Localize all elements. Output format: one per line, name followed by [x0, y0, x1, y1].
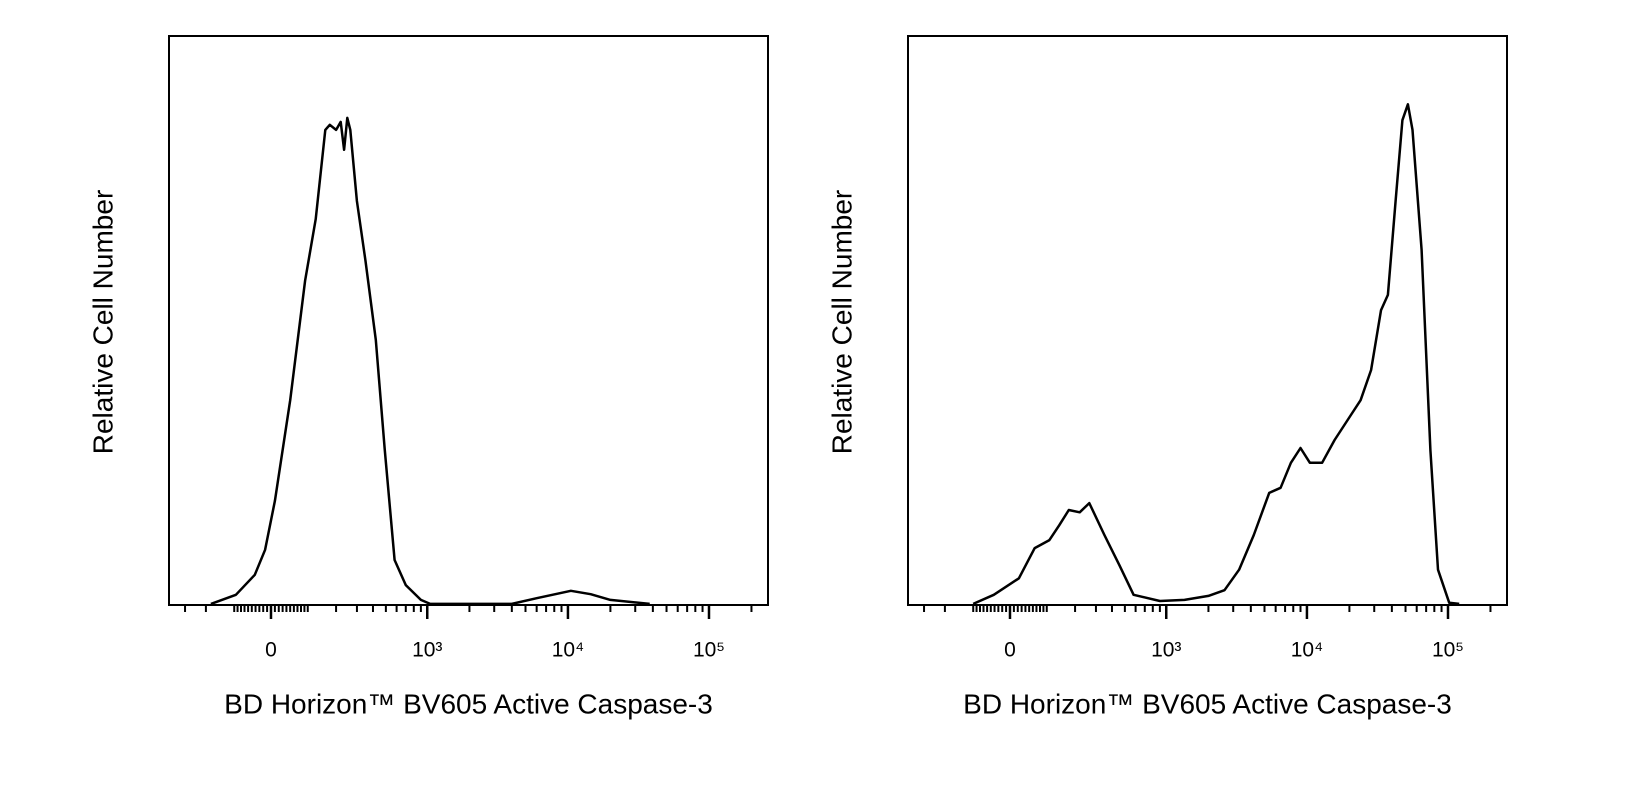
x-tick-label: 10⁴: [1291, 639, 1323, 662]
x-tick-label: 10⁵: [1432, 639, 1464, 662]
plot-frame: [907, 35, 1508, 606]
histogram-line: [210, 116, 650, 606]
x-tick-label: 10⁵: [693, 639, 725, 662]
x-tick-label: 10⁴: [552, 639, 584, 662]
plot-frame: [168, 35, 769, 606]
y-axis-title: Relative Cell Number: [87, 190, 118, 455]
histogram-line: [972, 103, 1460, 606]
x-tick-label: 0: [1004, 639, 1016, 662]
x-tick-label: 10³: [1151, 639, 1181, 662]
x-tick-label: 10³: [412, 639, 442, 662]
x-tick-label: 0: [265, 639, 277, 662]
x-axis-title: BD Horizon™ BV605 Active Caspase-3: [963, 688, 1452, 719]
y-axis-title: Relative Cell Number: [826, 190, 857, 455]
x-axis-title: BD Horizon™ BV605 Active Caspase-3: [224, 688, 713, 719]
